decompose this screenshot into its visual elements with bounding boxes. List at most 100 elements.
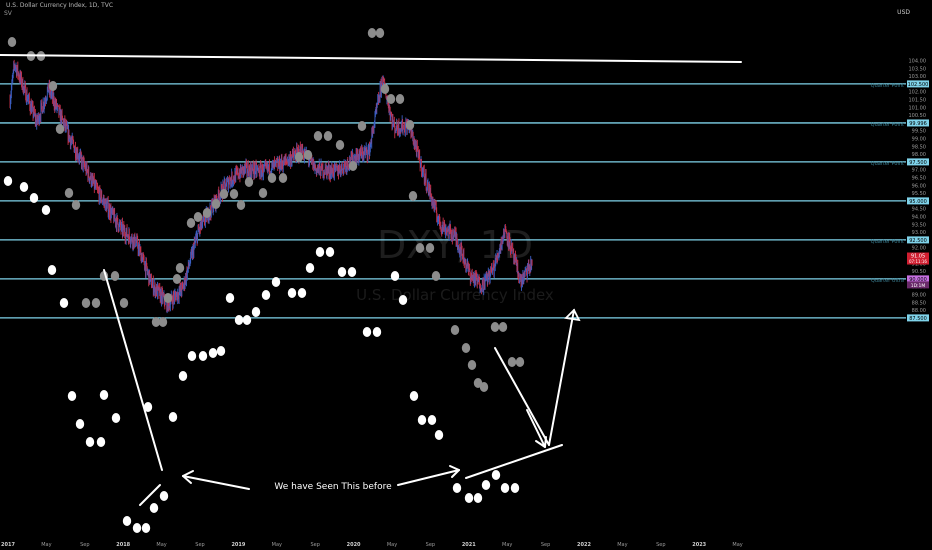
white-dot xyxy=(96,437,106,447)
x-tick-label: Sep xyxy=(426,542,435,548)
x-tick-label: 2023 xyxy=(692,542,706,548)
white-dot xyxy=(41,205,51,215)
gray-dot xyxy=(450,325,460,335)
white-dot xyxy=(159,491,169,501)
gray-dot xyxy=(408,191,418,201)
white-dot xyxy=(149,503,159,513)
white-dot xyxy=(225,293,235,303)
x-tick-label: 2019 xyxy=(231,542,245,548)
white-dot xyxy=(417,415,427,425)
y-tick-label: 99.50 xyxy=(912,129,926,135)
gray-dot xyxy=(303,150,313,160)
currency-label: USD xyxy=(897,9,910,16)
white-dot xyxy=(362,327,372,337)
gray-dot xyxy=(244,177,254,187)
x-tick-label: Sep xyxy=(80,542,89,548)
gray-dot xyxy=(294,152,304,162)
gray-dot xyxy=(323,131,333,141)
gray-dot xyxy=(64,188,74,198)
gray-dot xyxy=(258,188,268,198)
gray-dot xyxy=(236,200,246,210)
gray-dot xyxy=(431,271,441,281)
gray-dot xyxy=(278,173,288,183)
gray-dot xyxy=(71,200,81,210)
white-dot xyxy=(198,351,208,361)
gray-dot xyxy=(267,173,277,183)
y-tick-label: 103.50 xyxy=(909,66,927,72)
y-tick-label: 99.00 xyxy=(912,137,926,143)
level-tag-text: 95.000 xyxy=(909,199,927,205)
white-dot xyxy=(143,402,153,412)
last-price-tag xyxy=(907,252,929,265)
x-tick-label: Sep xyxy=(656,542,665,548)
x-tick-label: May xyxy=(156,542,166,548)
y-tick-label: 95.50 xyxy=(912,191,926,197)
gray-dot xyxy=(110,271,120,281)
x-tick-label: 2022 xyxy=(577,542,591,548)
x-tick-label: May xyxy=(41,542,51,548)
indicator-label: SV xyxy=(4,10,12,17)
gray-dot xyxy=(175,263,185,273)
level-label: Quarter Point xyxy=(871,83,904,89)
white-dot xyxy=(122,516,132,526)
gray-dot xyxy=(211,199,221,209)
cursor-tag-text: 1D:1M xyxy=(911,283,926,289)
white-dot xyxy=(242,315,252,325)
time-axis-bg xyxy=(0,535,932,550)
level-tag-text: 92.500 xyxy=(909,238,927,244)
arrow-up xyxy=(548,309,575,446)
gray-dot xyxy=(498,322,508,332)
white-dot xyxy=(168,412,178,422)
gray-dot xyxy=(395,94,405,104)
x-tick-label: May xyxy=(387,542,397,548)
y-tick-label: 93.50 xyxy=(912,222,926,228)
x-tick-label: 2021 xyxy=(462,542,476,548)
white-dot xyxy=(464,493,474,503)
arrow-down-head xyxy=(544,436,547,448)
white-dot xyxy=(297,288,307,298)
gray-dot xyxy=(119,298,129,308)
arrow-left xyxy=(182,475,250,490)
chart-title: U.S. Dollar Currency Index, 1D, TVC xyxy=(6,2,114,9)
white-dot xyxy=(315,247,325,257)
level-tag-text: 102.500 xyxy=(908,82,929,88)
support-line-2021 xyxy=(465,444,563,479)
white-dot xyxy=(234,315,244,325)
y-tick-label: 88.50 xyxy=(912,300,926,306)
white-dot xyxy=(287,288,297,298)
level-tag xyxy=(907,236,929,244)
white-dot xyxy=(111,413,121,423)
y-tick-label: 98.50 xyxy=(912,144,926,150)
gray-dot xyxy=(7,37,17,47)
white-dot xyxy=(500,483,510,493)
y-tick-label: 92.00 xyxy=(912,246,926,252)
level-label: Quarter Ultra xyxy=(871,278,904,284)
level-tag xyxy=(907,275,929,283)
downtrend-line-2021 xyxy=(494,347,550,446)
x-tick-label: 2017 xyxy=(1,542,15,548)
last-price-time: 07:11:16 xyxy=(909,259,927,264)
y-tick-label: 100.50 xyxy=(909,113,927,119)
white-dot xyxy=(452,483,462,493)
level-tag xyxy=(907,158,929,166)
arrow-right-head xyxy=(449,465,460,471)
white-dot xyxy=(491,470,501,480)
white-dot xyxy=(325,247,335,257)
white-dot xyxy=(3,176,13,186)
white-dot xyxy=(85,437,95,447)
gray-dot xyxy=(81,298,91,308)
gray-dot xyxy=(55,124,65,134)
x-tick-label: Sep xyxy=(195,542,204,548)
white-dot xyxy=(390,271,400,281)
x-tick-label: May xyxy=(272,542,282,548)
resistance-line xyxy=(0,54,742,63)
white-dot xyxy=(187,351,197,361)
x-tick-label: Sep xyxy=(310,542,319,548)
level-label: Quarter Point xyxy=(871,239,904,245)
level-tag xyxy=(907,197,929,205)
arrow-right-head xyxy=(451,469,460,478)
white-dot xyxy=(427,415,437,425)
candles xyxy=(9,59,533,314)
cursor-tag xyxy=(907,281,929,289)
